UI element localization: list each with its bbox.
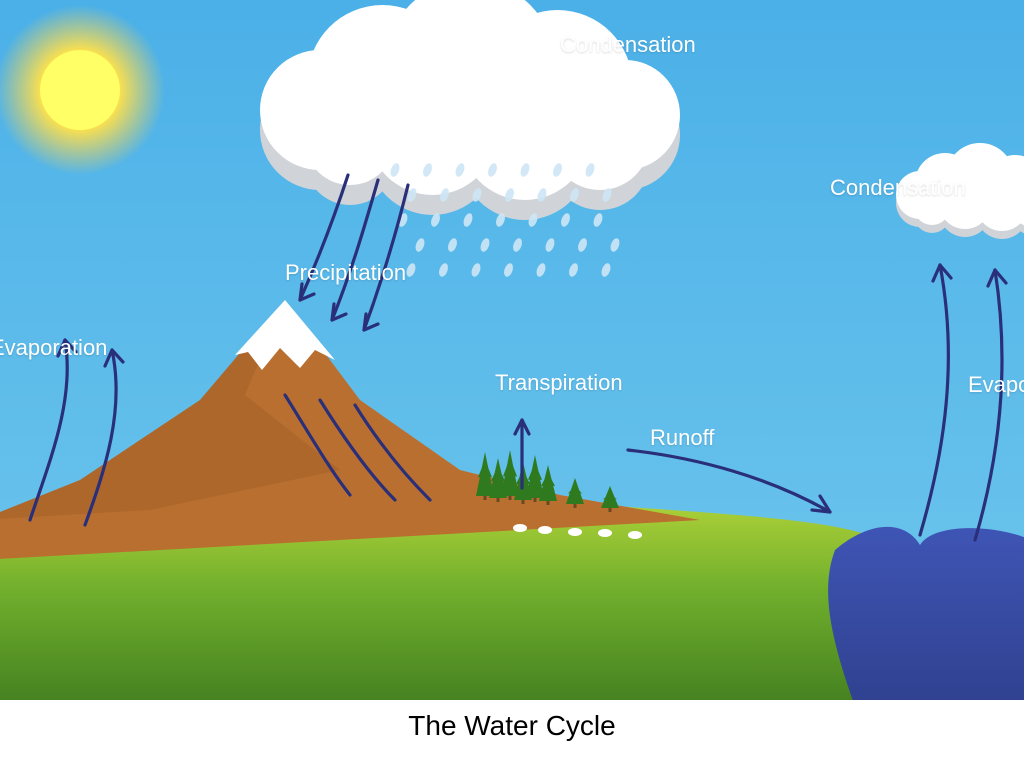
sheep-icon	[513, 524, 527, 532]
label-condensation1: Condensation	[560, 32, 696, 58]
sheep-icon	[568, 528, 582, 536]
caption-text: The Water Cycle	[408, 710, 615, 742]
label-evaporation_right: Evaporation	[968, 372, 1024, 398]
sheep-icon	[628, 531, 642, 539]
label-precipitation: Precipitation	[285, 260, 406, 286]
diagram-svg	[0, 0, 1024, 700]
water-cycle-diagram: Condensation Condensation Precipitation Eva…	[0, 0, 1024, 700]
label-transpiration: Transpiration	[495, 370, 623, 396]
caption: The Water Cycle	[0, 700, 1024, 768]
sheep-icon	[598, 529, 612, 537]
label-evaporation_left: Evaporation	[0, 335, 107, 361]
sheep-icon	[538, 526, 552, 534]
label-condensation2: Condensation	[830, 175, 966, 201]
ocean	[828, 527, 1024, 700]
label-runoff: Runoff	[650, 425, 714, 451]
